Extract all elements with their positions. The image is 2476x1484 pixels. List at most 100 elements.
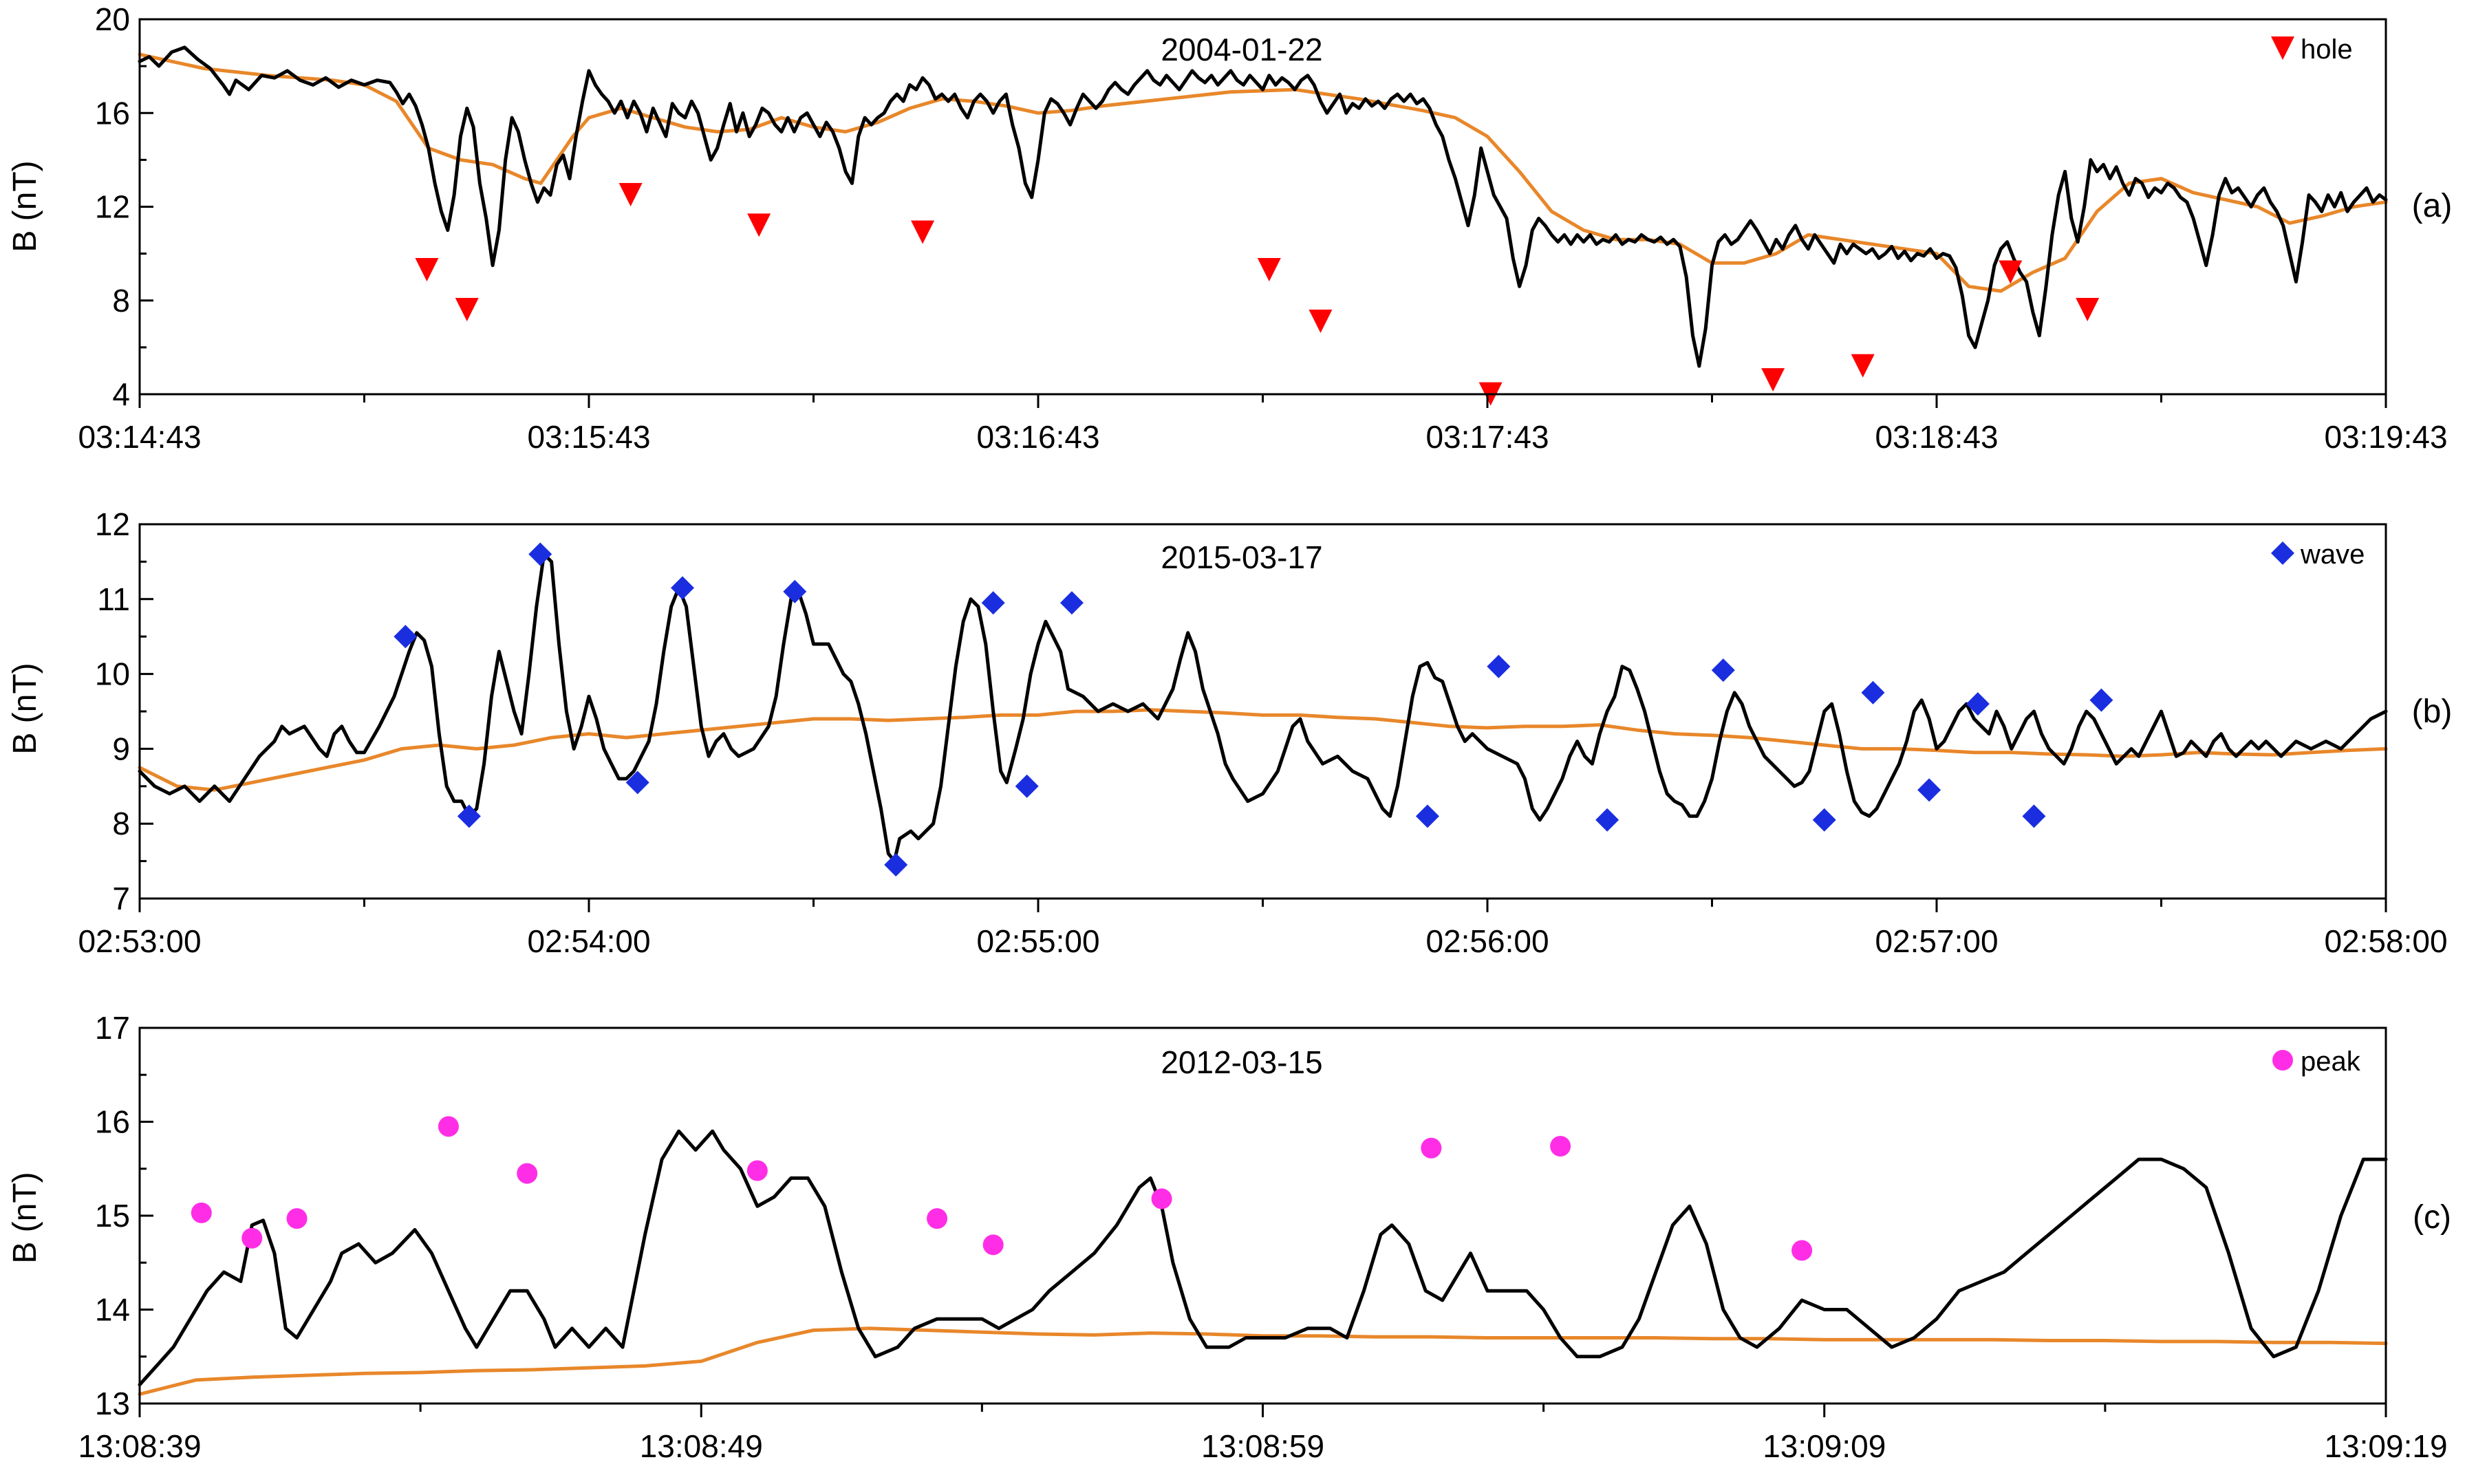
panel-c-tag: (c) [2413, 1199, 2451, 1236]
panel-b-ytick-label: 9 [112, 731, 130, 766]
panel-b-xtick-label: 02:57:00 [1875, 923, 1998, 959]
panel-c-marker [286, 1208, 308, 1229]
panel-b-marker [884, 853, 908, 877]
panel-c-marker [438, 1116, 459, 1137]
panel-a-marker [747, 213, 771, 237]
panel-b-xtick-label: 02:56:00 [1425, 923, 1549, 959]
panel-b-marker [783, 579, 807, 603]
panel-c-series-background [138, 1326, 2388, 1396]
panel-c-xtick-label: 13:08:59 [1201, 1428, 1324, 1464]
panel-a-ytick-label: 16 [95, 95, 130, 131]
panel-c-marker [982, 1234, 1004, 1256]
panel-b-marker [2089, 688, 2113, 712]
panel-b-axes-frame [138, 523, 2387, 900]
panel-c-marker [1151, 1188, 1172, 1209]
panel-a-marker [415, 258, 439, 282]
panel-a-marker [911, 220, 935, 244]
panel-b: 2015-03-17 B (nT) (b) wave [7, 539, 2452, 755]
panel-a-ytick-label: 4 [112, 376, 130, 412]
panel-c-ylabel: B (nT) [7, 1172, 43, 1263]
panel-b-marker [1595, 808, 1619, 832]
panel-b-ytick-label: 11 [97, 581, 130, 617]
panel-a-marker [1851, 354, 1875, 378]
panel-c-legend-symbol [2272, 1050, 2293, 1071]
panel-c-ytick-label: 13 [95, 1386, 130, 1421]
panel-b-ytick-label: 10 [95, 656, 130, 692]
panel-a-ytick-label: 20 [95, 1, 130, 37]
panel-c-ytick-label: 14 [95, 1292, 130, 1328]
panel-b-marker [671, 576, 695, 600]
panel-b-marker [1015, 774, 1039, 798]
panel-c-legend-peak-marker [2272, 1050, 2293, 1071]
panel-a-ytick-label: 12 [95, 189, 130, 225]
panel-b-marker [1415, 804, 1439, 828]
panel-a-xtick-label: 03:17:43 [1425, 419, 1549, 455]
panel-a-ytick-label: 8 [112, 283, 130, 319]
panel-b-ytick-label: 12 [95, 506, 130, 542]
panel-a-title: 2004-01-22 [1161, 32, 1322, 67]
panel-a-xtick-label: 03:16:43 [976, 419, 1099, 455]
panel-b-xtick-label: 02:55:00 [976, 923, 1099, 959]
panel-c-marker [1421, 1137, 1442, 1159]
panel-b-marker [1711, 658, 1735, 682]
panel-a-xtick-label: 03:18:43 [1875, 419, 1998, 455]
panel-c-plot: 13 14 15 16 17 13:08:39 13:08:49 13:08:59 13:09:… [78, 1010, 2447, 1464]
panel-c-marker [517, 1163, 538, 1184]
panel-b-marker [1917, 778, 1941, 802]
panel-b-ytick-label: 7 [112, 881, 130, 916]
panel-a-plot: 4 8 12 16 20 03:14:43 03:15:43 03:16:43 03:17:43… [78, 1, 2447, 455]
panel-b-xtick-label: 02:53:00 [78, 923, 201, 959]
panel-a-marker [455, 297, 479, 321]
panel-b-legend-label: wave [2300, 539, 2365, 570]
panel-c-ytick-label: 17 [95, 1010, 130, 1046]
panel-a: 2004-01-22 B (nT) (a) hole [7, 32, 2452, 252]
panel-b-series-background [138, 708, 2388, 792]
panel-a-marker [1761, 368, 1785, 392]
panel-c-title: 2012-03-15 [1161, 1044, 1322, 1080]
panel-a-marker [2076, 297, 2100, 321]
panel-c: 2012-03-15 B (nT) (c) peak [7, 1044, 2451, 1264]
panel-a-legend: hole [2271, 34, 2353, 65]
panel-c-xtick-label: 13:09:09 [1763, 1428, 1886, 1464]
panel-b-marker [1059, 591, 1084, 615]
panel-b-xtick-label: 02:54:00 [527, 923, 650, 959]
panel-b-legend-wave-marker [2271, 541, 2294, 565]
panel-b-marker [1487, 654, 1511, 678]
panel-c-ytick-label: 15 [95, 1198, 130, 1234]
panel-a-tag: (a) [2412, 188, 2453, 224]
panel-c-marker [241, 1227, 263, 1249]
panel-a-marker [618, 183, 643, 207]
panel-c-marker [927, 1208, 948, 1229]
panel-a-ylabel: B (nT) [7, 160, 43, 252]
panel-b-marker [1812, 808, 1836, 832]
plot-layer: 4 8 12 16 20 03:14:43 03:15:43 03:16:43 03:17:43… [78, 1, 2447, 1464]
panel-b-marker [457, 804, 481, 828]
panel-a-xtick-label: 03:14:43 [78, 419, 201, 455]
panel-b-xtick-label: 02:58:00 [2324, 923, 2447, 959]
panel-c-marker [746, 1160, 768, 1181]
panel-a-legend-label: hole [2301, 34, 2353, 65]
panel-c-marker [1791, 1240, 1813, 1261]
panel-c-marker [1550, 1135, 1571, 1157]
panel-a-marker [1309, 309, 1333, 333]
panel-c-series-signal [138, 1129, 2388, 1387]
panel-c-marker [191, 1202, 212, 1223]
panel-b-tag: (b) [2412, 693, 2453, 730]
panel-b-marker [1966, 692, 1990, 716]
panel-c-xtick-label: 13:08:49 [640, 1428, 763, 1464]
panel-a-xtick-label: 03:19:43 [2324, 419, 2447, 455]
panel-a-xtick-label: 03:15:43 [527, 419, 650, 455]
panel-b-title: 2015-03-17 [1161, 539, 1322, 575]
panel-c-ytick-label: 16 [95, 1104, 130, 1140]
panel-b-ylabel: B (nT) [7, 663, 43, 754]
panel-b-marker [1861, 680, 1885, 705]
panel-b-legend: wave [2271, 539, 2365, 570]
panel-b-ytick-label: 8 [112, 806, 130, 841]
panel-b-series-signal [138, 552, 2388, 863]
panel-c-xtick-label: 13:09:19 [2324, 1428, 2447, 1464]
panel-b-marker [2022, 804, 2046, 828]
panel-a-series-signal [138, 45, 2388, 368]
panel-b-marker [394, 625, 418, 649]
panel-c-legend: peak [2272, 1046, 2361, 1077]
